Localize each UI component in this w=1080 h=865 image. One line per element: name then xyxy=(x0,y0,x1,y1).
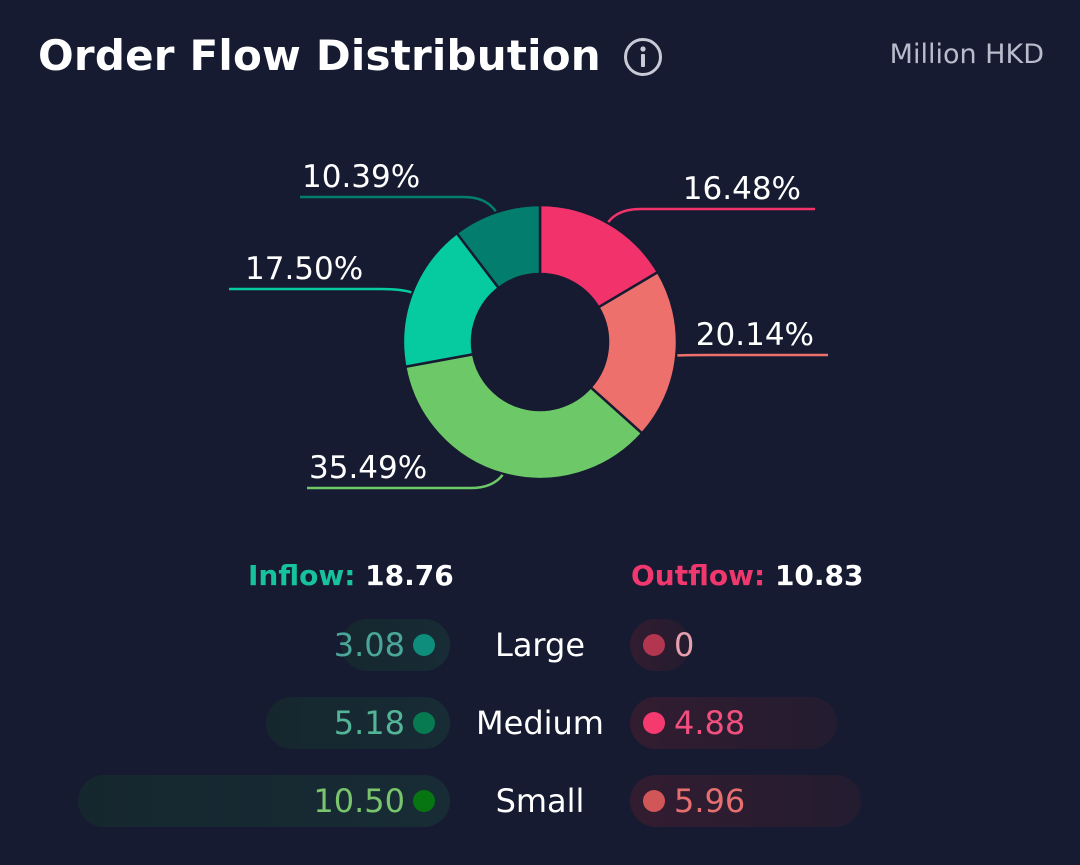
inflow-dot xyxy=(413,712,435,734)
category-label: Small xyxy=(495,782,585,820)
leader-line-0 xyxy=(607,207,815,223)
slice-label-2: 35.49% xyxy=(309,450,427,486)
slice-label-1: 20.14% xyxy=(696,317,814,353)
outflow-bar xyxy=(630,775,861,827)
slice-label-0: 16.48% xyxy=(683,171,801,207)
inflow-value: 10.50 xyxy=(313,782,405,820)
inflow-value: 3.08 xyxy=(333,626,405,664)
leader-line-2 xyxy=(307,474,504,490)
donut-slice-3[interactable] xyxy=(401,231,501,369)
outflow-total: 10.83 xyxy=(774,559,864,592)
header: Order Flow Distribution Million HKD xyxy=(38,28,1044,88)
outflow-label: Outflow: xyxy=(631,559,766,592)
outflow-dot xyxy=(643,634,665,656)
leader-line-3 xyxy=(229,287,412,294)
donut-slice-1[interactable] xyxy=(588,270,679,436)
donut-slice-2[interactable] xyxy=(403,352,644,481)
inflow-value: 5.18 xyxy=(333,704,405,742)
slice-label-4: 10.39% xyxy=(302,159,420,195)
outflow-summary: Outflow: 10.83 xyxy=(631,556,864,596)
slice-label-3: 17.50% xyxy=(245,251,363,287)
inflow-label: Inflow: xyxy=(248,559,356,592)
inflow-total: 18.76 xyxy=(365,559,454,592)
inflow-dot xyxy=(413,634,435,656)
category-label: Medium xyxy=(476,704,604,742)
inflow-bar xyxy=(78,775,450,827)
outflow-value: 4.88 xyxy=(674,704,746,742)
inflow-dot xyxy=(413,790,435,812)
leader-line-4 xyxy=(300,195,497,213)
outflow-dot xyxy=(643,790,665,812)
unit-label: Million HKD xyxy=(889,39,1044,70)
table-row: 3.08 Large 0 xyxy=(0,619,1080,671)
info-icon[interactable] xyxy=(623,37,663,77)
page-title: Order Flow Distribution xyxy=(38,31,601,80)
outflow-value: 0 xyxy=(674,626,695,664)
outflow-value: 5.96 xyxy=(674,782,746,820)
table-row: 5.18 Medium 4.88 xyxy=(0,697,1080,749)
outflow-dot xyxy=(643,712,665,734)
donut-chart: 16.48% 20.14% 35.49% 17.50% 10.39% xyxy=(229,159,828,490)
inflow-summary: Inflow: 18.76 xyxy=(248,556,454,596)
table-row: 10.50 Small 5.96 xyxy=(0,775,1080,827)
donut-slice-4[interactable] xyxy=(455,203,542,290)
category-label: Large xyxy=(494,626,586,664)
